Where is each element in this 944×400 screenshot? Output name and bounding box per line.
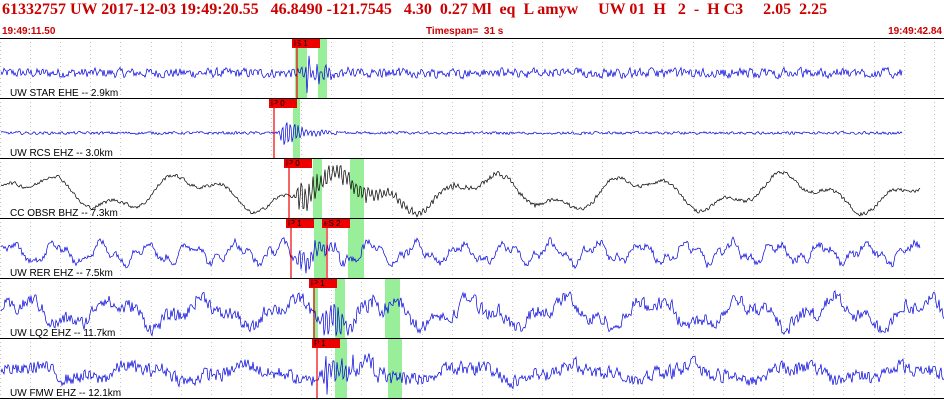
channel-label: UW RCS EHZ -- 3.0km — [10, 148, 113, 159]
channel-label: UW STAR EHE -- 2.9km — [10, 88, 118, 99]
pick-label: P 1 — [314, 339, 326, 348]
waveform-trace — [0, 289, 944, 337]
pick-label-box[interactable] — [269, 99, 297, 108]
pick-window — [335, 279, 345, 338]
pick-label-box[interactable] — [312, 339, 340, 348]
pick-label-box[interactable] — [292, 39, 320, 48]
event-header: 61332757 UW 2017-12-03 19:49:20.55 46.84… — [0, 0, 944, 38]
channel-label: UW FMW EHZ -- 12.1km — [10, 388, 121, 399]
waveform-trace — [0, 122, 903, 145]
channel-5[interactable]: iP 1 UW LQ2 EHZ -- 11.7km — [0, 279, 944, 339]
pick-window — [314, 219, 326, 278]
pick-window — [313, 279, 318, 338]
channel-3[interactable]: iP 0 CC OBSR BHZ -- 7.3km — [0, 159, 921, 219]
channel-1[interactable]: iS 1 UW STAR EHE -- 2.9km — [0, 39, 903, 99]
channel-4[interactable]: iP 1 eS 2 UW RER EHZ -- 7.5km — [0, 219, 921, 279]
waveform-trace — [0, 55, 903, 94]
seismogram-panel[interactable]: iS 1 UW STAR EHE -- 2.9km iP 0 UW RCS EHZ -… — [0, 38, 944, 400]
pick-window — [385, 279, 400, 338]
channel-label: UW LQ2 EHZ -- 11.7km — [10, 328, 115, 339]
pick-window — [293, 99, 300, 158]
pick-window — [388, 339, 402, 398]
channel-6[interactable]: P 1 UW FMW EHZ -- 12.1km — [0, 339, 944, 399]
pick-label: iP 0 — [271, 99, 285, 108]
pick-window — [313, 159, 322, 218]
timespan-label: Timespan= 31 s — [426, 26, 504, 37]
pick-window — [318, 39, 327, 98]
pick-window — [348, 219, 364, 278]
pick-label-box[interactable] — [284, 159, 312, 168]
pick-label: iS 1 — [294, 39, 308, 48]
pick-label: eS 2 — [324, 219, 341, 228]
channel-2[interactable]: iP 0 UW RCS EHZ -- 3.0km — [0, 99, 903, 159]
waveform-trace — [0, 353, 944, 395]
start-time-label: 19:49:11.50 — [2, 26, 56, 37]
channel-label: CC OBSR BHZ -- 7.3km — [10, 208, 118, 219]
waveform-trace — [0, 236, 921, 274]
pick-label-box[interactable] — [309, 279, 337, 288]
end-time-label: 19:49:42.84 — [888, 26, 942, 37]
pick-label: iP 1 — [311, 279, 325, 288]
waveform-trace — [0, 164, 921, 218]
pick-label-box[interactable] — [286, 219, 314, 228]
channel-traces: iS 1 UW STAR EHE -- 2.9km iP 0 UW RCS EHZ -… — [0, 39, 944, 399]
time-gridlines — [0, 38, 944, 400]
pick-label-box[interactable] — [322, 219, 350, 228]
pick-label: iP 1 — [288, 219, 302, 228]
pick-label: iP 0 — [286, 159, 300, 168]
event-summary-title: 61332757 UW 2017-12-03 19:49:20.55 46.84… — [2, 1, 828, 18]
channel-label: UW RER EHZ -- 7.5km — [10, 268, 113, 279]
